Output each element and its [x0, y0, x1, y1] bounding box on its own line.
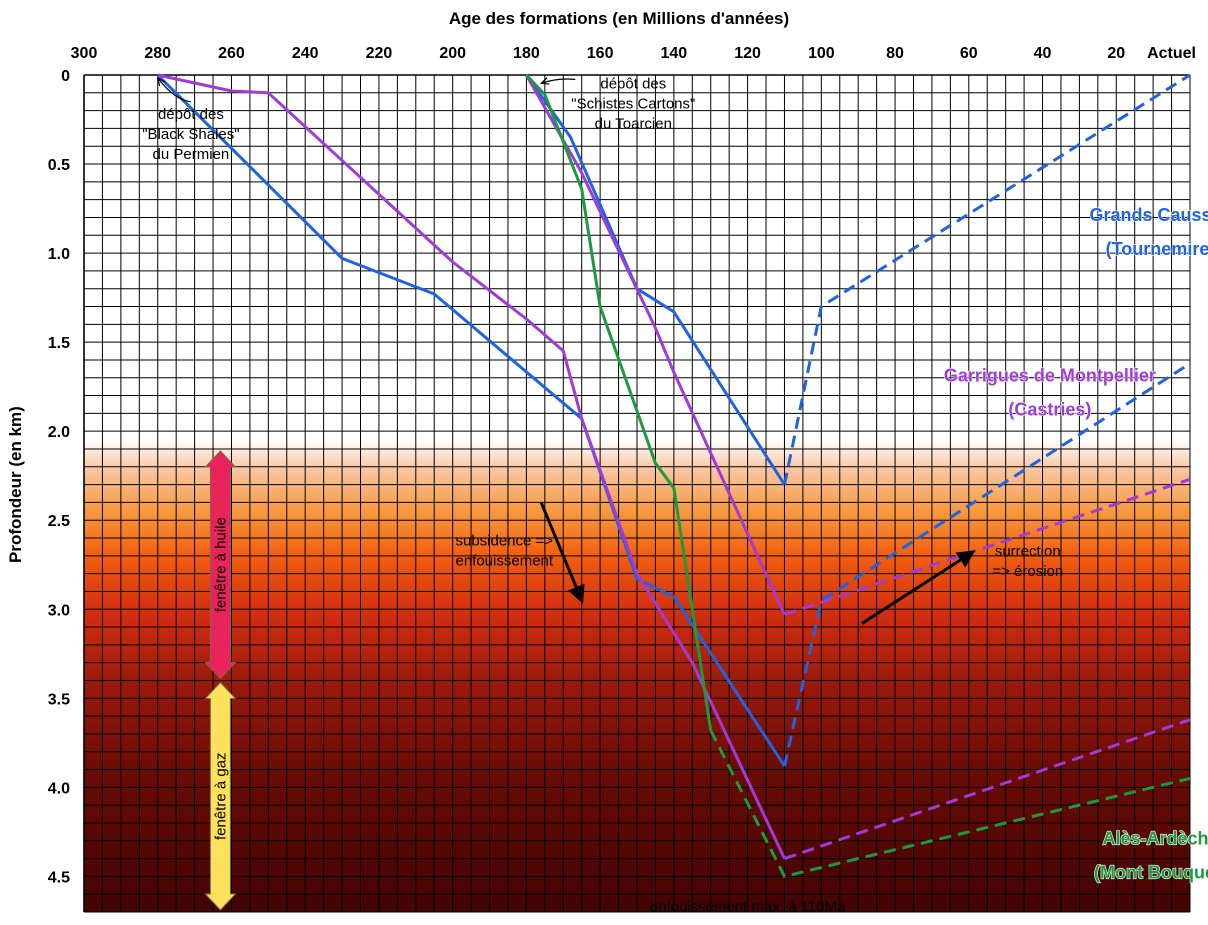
series-label-text: (Mont Bouquet): [1094, 862, 1208, 882]
y-tick-label: 3.0: [48, 602, 70, 619]
maturation-windows: fenêtre à huile fenêtre à gaz: [204, 450, 237, 911]
x-tick-label: 180: [513, 45, 540, 62]
x-tick-label: 20: [1107, 45, 1125, 62]
series-garrigues-de-montpellier-castries-line: [157, 73, 786, 860]
x-tick-label: 220: [366, 45, 393, 62]
x-tick-label: 140: [661, 45, 688, 62]
x-tick-label: Actuel: [1147, 45, 1196, 62]
y-tick-label: 4.0: [48, 780, 70, 797]
annotation-text: subsidence =>: [455, 532, 553, 549]
x-tick-label: 280: [144, 45, 171, 62]
annotation-text: enfouissement max. à 110Ma: [650, 899, 846, 916]
series-label-text: Garrigues de Montpellier: [944, 365, 1156, 385]
x-tick-label: 120: [734, 45, 761, 62]
annotation-text: "Black Shales": [142, 126, 239, 143]
y-tick-label: 2.5: [48, 513, 70, 530]
x-tick-label: 160: [587, 45, 614, 62]
annotations: dépôt des "Black Shales" du Permien dépôt d…: [142, 75, 1063, 915]
series-lines: [156, 73, 1190, 879]
y-axis-title: Profondeur (en km): [6, 406, 25, 563]
window-fenetre-a-gaz-bar: [204, 681, 237, 911]
annotation-text: du Permien: [153, 146, 230, 163]
x-tick-label: 200: [439, 45, 466, 62]
series-label-text: (Tournemire): [1106, 239, 1208, 259]
annotation-text: "Schistes Cartons": [571, 95, 695, 112]
x-tick-label: 60: [960, 45, 978, 62]
grid: [83, 74, 1191, 913]
x-tick-label: 300: [71, 45, 98, 62]
x-tick-label: 240: [292, 45, 319, 62]
x-tick-label: 80: [886, 45, 904, 62]
series-labels: Grands Causses (Tournemire) Garrigues de M…: [943, 204, 1208, 882]
axes: 300 280 260 240 220 200 180 160 140 120 100 80 60 40 2…: [6, 9, 1196, 912]
series-label-text: (Castries): [1008, 399, 1091, 419]
series-garrigues-de-montpellier-castries-dashed-line: [784, 718, 1190, 861]
x-tick-label: 100: [808, 45, 835, 62]
annotation-text: enfouissement: [455, 552, 553, 569]
y-tick-label: 3.5: [48, 691, 70, 708]
annotation-text: => érosion: [992, 563, 1063, 580]
y-tick-label: 1.0: [48, 246, 70, 263]
series-label-text: Alès-Ardèche: [1102, 828, 1208, 848]
series-ales-ardeche-mont-bouquet-line: [525, 73, 713, 731]
y-tick-label: 0.5: [48, 157, 70, 174]
window-fenetre-a-huile-label: fenêtre à huile: [212, 517, 229, 612]
y-tick-label: 2.0: [48, 424, 70, 441]
y-tick-label: 4.5: [48, 869, 70, 886]
x-axis-title: Age des formations (en Millions d'années…: [449, 9, 789, 28]
series-label-text: Grands Causses: [1089, 205, 1208, 225]
y-tick-label: 1.5: [48, 335, 70, 352]
annotation-text: du Toarcien: [595, 115, 672, 132]
window-fenetre-a-huile-bar: [204, 450, 237, 680]
x-tick-label: 260: [218, 45, 245, 62]
annotation-pointer: [158, 78, 191, 103]
series-ales-ardeche-mont-bouquet-dashed-line: [709, 729, 1190, 879]
x-tick-label: 40: [1034, 45, 1052, 62]
y-tick-label: 0: [61, 68, 70, 85]
annotation-text: dépôt des: [158, 106, 224, 123]
annotation-arrow: [539, 501, 585, 604]
annotation-text: surrection: [995, 543, 1061, 560]
window-fenetre-a-gaz-label: fenêtre à gaz: [212, 752, 229, 840]
series-garrigues-de-montpellier-dashed-line: [784, 477, 1190, 617]
annotation-arrow: [861, 550, 976, 625]
annotation-text: dépôt des: [600, 75, 666, 92]
series-grands-causses-dashed-line: [783, 73, 1190, 485]
annotation-pointer: [541, 79, 576, 83]
series-grands-causses-tournemire-dashed-line: [783, 362, 1190, 767]
